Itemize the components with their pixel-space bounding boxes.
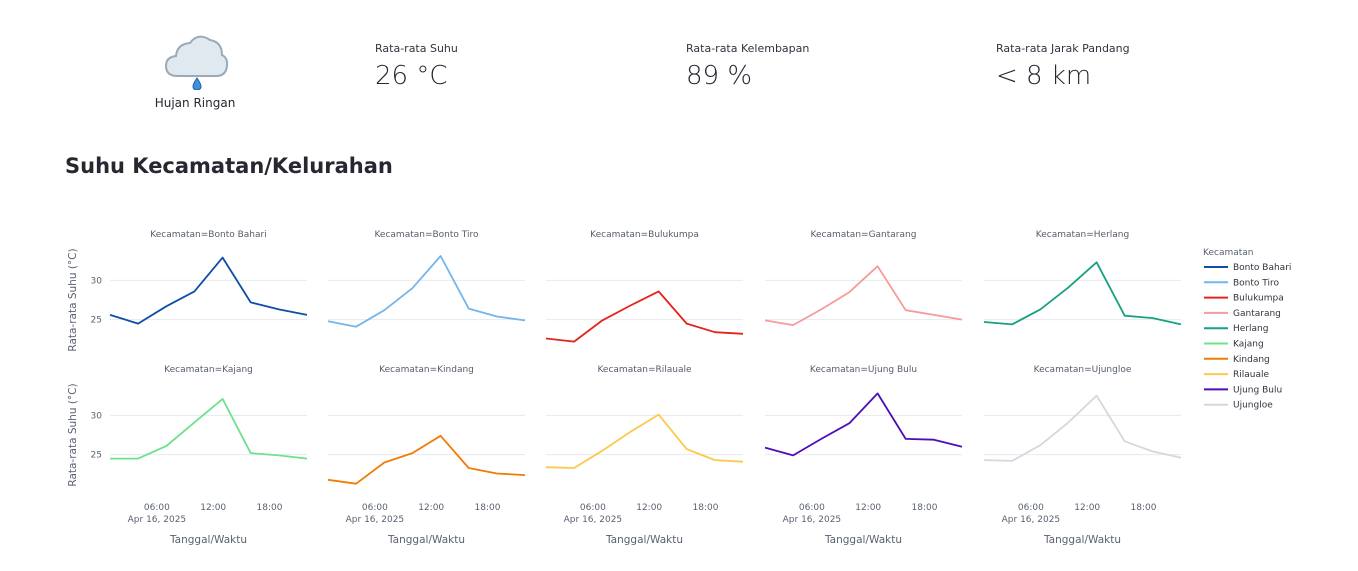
y-axis-title: Rata-rata Suhu (°C) [67, 383, 79, 486]
metric-label: Rata-rata Kelembapan [686, 42, 810, 55]
metric-value: < 8 km [996, 61, 1092, 91]
facet-title: Kecamatan=Bonto Bahari [150, 230, 266, 240]
x-tick-label: 12:00 [855, 503, 881, 513]
series-line-ujung-bulu [764, 392, 963, 457]
x-axis-title: Tanggal/Waktu [169, 534, 247, 546]
x-tick-date-label: Apr 16, 2025 [1002, 515, 1061, 525]
metric-temperature: Rata-rata Suhu 26 °C [375, 42, 458, 91]
facet-title: Kecamatan=Kindang [379, 365, 474, 375]
facet-title: Kecamatan=Gantarang [811, 230, 917, 240]
metric-label: Rata-rata Suhu [375, 42, 458, 55]
y-tick-label: 30 [91, 276, 103, 286]
facet-title: Kecamatan=Kajang [164, 365, 253, 375]
x-axis-title: Tanggal/Waktu [1043, 534, 1121, 546]
section-title: Suhu Kecamatan/Kelurahan [65, 154, 393, 178]
y-tick-label: 30 [91, 411, 103, 421]
series-line-ujungloe [983, 394, 1182, 462]
series-line-herlang [983, 261, 1182, 326]
rain-cloud-icon [164, 35, 229, 90]
facet-title: Kecamatan=Bonto Tiro [374, 230, 479, 240]
x-tick-label: 18:00 [257, 503, 283, 513]
series-line-gantarang [764, 265, 963, 327]
x-tick-label: 06:00 [1018, 503, 1044, 513]
x-tick-label: 06:00 [580, 503, 606, 513]
series-line-rilauale [545, 413, 744, 469]
x-tick-label: 18:00 [1131, 503, 1157, 513]
legend-item-label: Kajang [1233, 340, 1264, 350]
x-tick-label: 06:00 [144, 503, 170, 513]
x-tick-date-label: Apr 16, 2025 [564, 515, 623, 525]
x-tick-date-label: Apr 16, 2025 [128, 515, 187, 525]
x-tick-label: 18:00 [912, 503, 938, 513]
legend-item-label: Herlang [1233, 324, 1268, 334]
facet-title: Kecamatan=Bulukumpa [590, 230, 699, 240]
facet-title: Kecamatan=Herlang [1036, 230, 1129, 240]
metric-visibility: Rata-rata Jarak Pandang < 8 km [996, 42, 1130, 91]
legend-item-label: Bonto Bahari [1233, 263, 1291, 273]
legend-item-label: Rilauale [1233, 370, 1269, 380]
series-line-bonto-bahari [109, 256, 308, 325]
facet-title: Kecamatan=Rilauale [597, 365, 692, 375]
x-tick-label: 18:00 [475, 503, 501, 513]
legend-title: Kecamatan [1203, 248, 1253, 258]
facet-title: Kecamatan=Ujung Bulu [810, 365, 917, 375]
y-tick-label: 25 [91, 316, 102, 326]
metric-humidity: Rata-rata Kelembapan 89 % [686, 42, 809, 91]
series-line-bulukumpa [545, 290, 744, 343]
x-tick-label: 12:00 [636, 503, 662, 513]
legend-item-label: Ujungloe [1233, 401, 1273, 411]
x-axis-title: Tanggal/Waktu [824, 534, 902, 546]
x-axis-title: Tanggal/Waktu [605, 534, 683, 546]
y-axis-title: Rata-rata Suhu (°C) [67, 248, 79, 351]
weather-condition-label: Hujan Ringan [154, 96, 236, 110]
series-line-bonto-tiro [327, 255, 526, 328]
metric-label: Rata-rata Jarak Pandang [996, 42, 1130, 55]
x-tick-date-label: Apr 16, 2025 [346, 515, 405, 525]
x-tick-label: 12:00 [418, 503, 444, 513]
legend-item-label: Gantarang [1233, 309, 1281, 319]
weather-summary: Hujan Ringan [140, 28, 250, 110]
x-tick-date-label: Apr 16, 2025 [783, 515, 842, 525]
legend-item-label: Kindang [1233, 355, 1270, 365]
facet-title: Kecamatan=Ujungloe [1034, 365, 1132, 375]
x-tick-label: 06:00 [799, 503, 825, 513]
x-tick-label: 06:00 [362, 503, 388, 513]
legend-item-label: Bonto Tiro [1233, 278, 1280, 288]
x-tick-label: 12:00 [1074, 503, 1100, 513]
x-tick-label: 12:00 [200, 503, 226, 513]
x-axis-title: Tanggal/Waktu [387, 534, 465, 546]
y-tick-label: 25 [91, 451, 102, 461]
x-tick-label: 18:00 [693, 503, 719, 513]
legend-item-label: Bulukumpa [1233, 294, 1284, 304]
series-line-kajang [110, 397, 308, 460]
metric-value: 26 °C [375, 61, 448, 91]
series-line-kindang [327, 434, 526, 485]
metric-value: 89 % [686, 61, 753, 91]
legend-item-label: Ujung Bulu [1233, 385, 1282, 395]
